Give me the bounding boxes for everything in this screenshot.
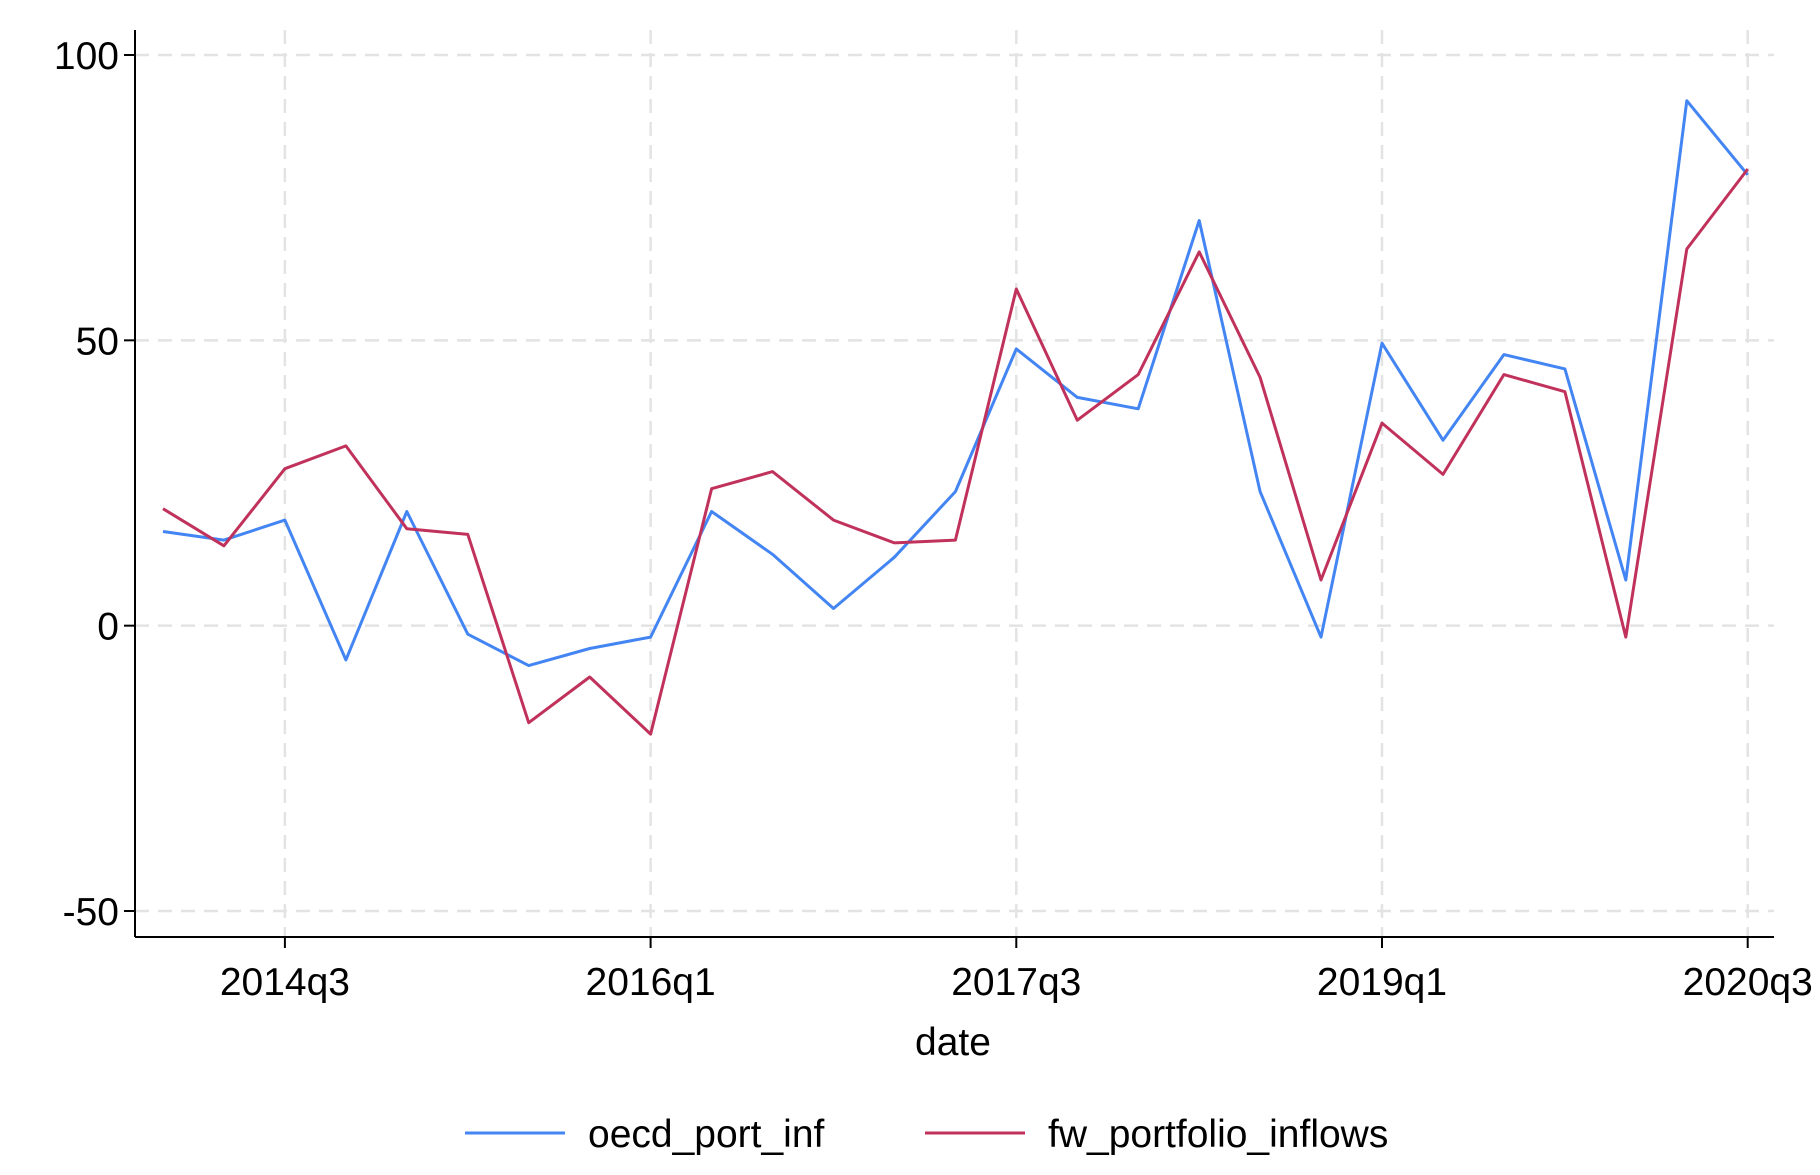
tick-labels: -50 0 50 100 2014q3 2016q1 2017q3 2019q1 2020q3 — [54, 35, 1813, 1004]
legend-label-oecd_port_inf: oecd_port_inf — [588, 1113, 825, 1156]
axes — [124, 30, 1774, 948]
x-tick-label: 2016q1 — [586, 961, 716, 1004]
x-axis-title: date — [915, 1021, 991, 1064]
legend-label-fw_portfolio_inflows: fw_portfolio_inflows — [1048, 1113, 1388, 1156]
x-tick-label: 2020q3 — [1683, 961, 1813, 1004]
series-line-fw_portfolio_inflows — [162, 168, 1749, 736]
series-line-oecd_port_inf — [162, 99, 1749, 668]
legend: oecd_port_inf fw_portfolio_inflows — [465, 1113, 1388, 1156]
y-tick-label: 50 — [76, 320, 119, 363]
x-tick-label: 2019q1 — [1317, 961, 1447, 1004]
x-tick-label: 2014q3 — [220, 961, 350, 1004]
y-tick-label: 0 — [97, 606, 119, 649]
series-lines — [162, 99, 1749, 736]
grid-lines — [135, 30, 1774, 937]
x-tick-label: 2017q3 — [951, 961, 1081, 1004]
y-tick-label: 100 — [54, 35, 119, 78]
y-tick-label: -50 — [63, 891, 119, 934]
